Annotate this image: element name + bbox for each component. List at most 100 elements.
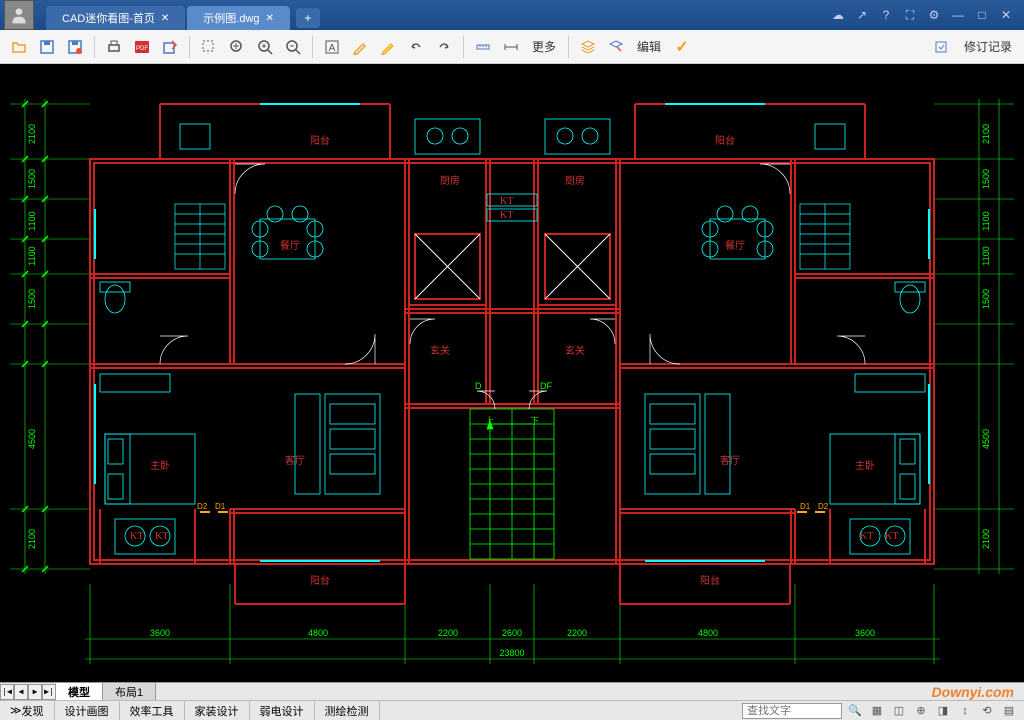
dimension-icon[interactable] <box>498 34 524 60</box>
svg-text:2100: 2100 <box>981 529 991 549</box>
measure-icon[interactable] <box>470 34 496 60</box>
cloud-icon[interactable]: ☁ <box>830 7 846 23</box>
discover-menu[interactable]: ≫ 发现 <box>0 701 55 720</box>
drawing-canvas[interactable]: 2100 1500 1100 1100 1500 4500 2100 2100 … <box>0 64 1024 682</box>
tool7-icon[interactable]: ▤ <box>1000 702 1018 720</box>
svg-text:阳台: 阳台 <box>310 574 330 587</box>
tool5-icon[interactable]: ↕ <box>956 702 974 720</box>
open-icon[interactable] <box>6 34 32 60</box>
electrical-menu[interactable]: 弱电设计 <box>250 701 315 720</box>
edit-button[interactable]: 编辑 <box>631 38 667 55</box>
svg-text:PDF: PDF <box>136 46 148 52</box>
tab-home[interactable]: CAD迷你看图-首页 ✕ <box>46 6 185 30</box>
svg-text:1500: 1500 <box>981 169 991 189</box>
redo-icon[interactable] <box>431 34 457 60</box>
svg-text:2100: 2100 <box>27 124 37 144</box>
svg-text:主卧: 主卧 <box>150 459 170 472</box>
svg-text:阳台: 阳台 <box>700 574 720 587</box>
help-icon[interactable]: ? <box>878 7 894 23</box>
model-tab[interactable]: 模型 <box>56 683 103 700</box>
svg-text:D1: D1 <box>800 502 811 511</box>
next-tab-button[interactable]: ▶ <box>28 684 42 700</box>
export-icon[interactable] <box>157 34 183 60</box>
share-icon[interactable]: ↗ <box>854 7 870 23</box>
close-icon[interactable]: ✕ <box>266 13 274 24</box>
document-tabs: CAD迷你看图-首页 ✕ 示例图.dwg ✕ + <box>38 0 820 30</box>
svg-text:上: 上 <box>485 416 494 426</box>
last-tab-button[interactable]: ▶| <box>42 684 56 700</box>
svg-text:D: D <box>475 381 482 391</box>
svg-text:D2: D2 <box>818 502 829 511</box>
tool4-icon[interactable]: ◨ <box>934 702 952 720</box>
efficiency-menu[interactable]: 效率工具 <box>120 701 185 720</box>
svg-text:4500: 4500 <box>981 429 991 449</box>
zoom-extents-icon[interactable] <box>224 34 250 60</box>
svg-text:KT: KT <box>860 531 873 542</box>
tab-document[interactable]: 示例图.dwg ✕ <box>187 6 290 30</box>
highlight-icon[interactable] <box>375 34 401 60</box>
search-icon[interactable]: 🔍 <box>846 702 864 720</box>
prev-tab-button[interactable]: ◀ <box>14 684 28 700</box>
svg-text:2200: 2200 <box>438 628 458 638</box>
svg-text:1500: 1500 <box>27 289 37 309</box>
svg-text:4800: 4800 <box>698 628 718 638</box>
first-tab-button[interactable]: |◀ <box>0 684 14 700</box>
window-controls: ☁ ↗ ? ⛶ ⚙ — □ ✕ <box>820 7 1024 23</box>
svg-text:下: 下 <box>530 416 539 426</box>
svg-text:2200: 2200 <box>567 628 587 638</box>
svg-text:DF: DF <box>540 381 552 391</box>
edit-layers-icon[interactable] <box>603 34 629 60</box>
more-button[interactable]: 更多 <box>526 38 562 55</box>
pencil-icon[interactable] <box>347 34 373 60</box>
maximize-button[interactable]: □ <box>974 7 990 23</box>
layers-icon[interactable] <box>575 34 601 60</box>
svg-text:阳台: 阳台 <box>310 134 330 147</box>
select-icon[interactable] <box>196 34 222 60</box>
tool6-icon[interactable]: ⟲ <box>978 702 996 720</box>
svg-text:主卧: 主卧 <box>855 459 875 472</box>
layout-tabs: |◀ ◀ ▶ ▶| 模型 布局1 Downyi.com <box>0 682 1024 700</box>
pdf-icon[interactable]: PDF <box>129 34 155 60</box>
svg-text:KT: KT <box>155 531 168 542</box>
fullscreen-icon[interactable]: ⛶ <box>902 7 918 23</box>
zoom-in-icon[interactable] <box>252 34 278 60</box>
status-bar: ≫ 发现 设计画图 效率工具 家装设计 弱电设计 测绘检测 🔍 ▦ ◫ ⊕ ◨ … <box>0 700 1024 720</box>
svg-text:2600: 2600 <box>502 628 522 638</box>
survey-menu[interactable]: 测绘检测 <box>315 701 380 720</box>
search-input[interactable] <box>742 703 842 719</box>
svg-text:客厅: 客厅 <box>720 454 740 467</box>
svg-text:4500: 4500 <box>27 429 37 449</box>
design-menu[interactable]: 设计画图 <box>55 701 120 720</box>
print-icon[interactable] <box>101 34 127 60</box>
svg-text:3600: 3600 <box>150 628 170 638</box>
svg-text:KT: KT <box>500 210 513 221</box>
svg-text:D2: D2 <box>197 502 208 511</box>
svg-text:1100: 1100 <box>27 246 37 265</box>
tool1-icon[interactable]: ▦ <box>868 702 886 720</box>
tool2-icon[interactable]: ◫ <box>890 702 908 720</box>
user-avatar[interactable] <box>4 0 34 30</box>
zoom-out-icon[interactable] <box>280 34 306 60</box>
svg-text:1100: 1100 <box>981 211 991 230</box>
svg-text:厨房: 厨房 <box>565 174 585 187</box>
svg-text:客厅: 客厅 <box>285 454 305 467</box>
svg-text:1500: 1500 <box>981 289 991 309</box>
svg-text:1100: 1100 <box>981 246 991 265</box>
close-button[interactable]: ✕ <box>998 7 1014 23</box>
save-icon[interactable] <box>34 34 60 60</box>
undo-icon[interactable] <box>403 34 429 60</box>
close-icon[interactable]: ✕ <box>161 13 169 24</box>
save-as-icon[interactable] <box>62 34 88 60</box>
revision-icon[interactable] <box>928 34 954 60</box>
svg-text:1100: 1100 <box>27 211 37 230</box>
tool3-icon[interactable]: ⊕ <box>912 702 930 720</box>
settings-icon[interactable]: ⚙ <box>926 7 942 23</box>
revision-button[interactable]: 修订记录 <box>958 38 1018 55</box>
check-icon[interactable]: ✓ <box>669 34 695 60</box>
layout1-tab[interactable]: 布局1 <box>103 683 156 700</box>
add-tab-button[interactable]: + <box>296 8 320 28</box>
text-icon[interactable]: A <box>319 34 345 60</box>
decoration-menu[interactable]: 家装设计 <box>185 701 250 720</box>
minimize-button[interactable]: — <box>950 7 966 23</box>
svg-text:3600: 3600 <box>855 628 875 638</box>
